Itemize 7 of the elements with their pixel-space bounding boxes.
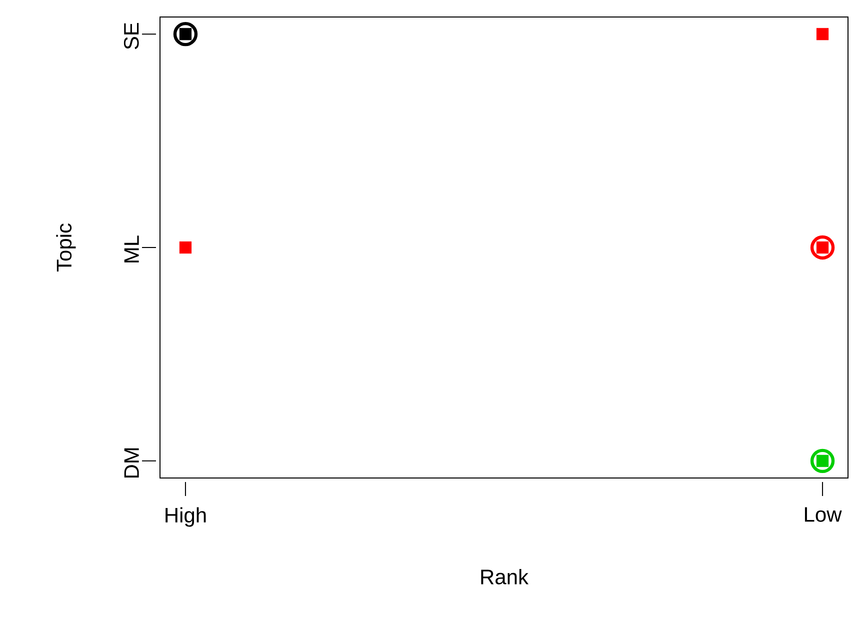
category-label: DM xyxy=(124,448,139,478)
y-axis-title: Topic xyxy=(56,224,76,272)
x-axis-title: Rank xyxy=(481,568,529,584)
category-label: ML xyxy=(124,236,139,262)
category-label: SE xyxy=(124,22,139,50)
x-tick-label: Low xyxy=(804,507,842,522)
x-tick-label: High xyxy=(166,507,206,527)
